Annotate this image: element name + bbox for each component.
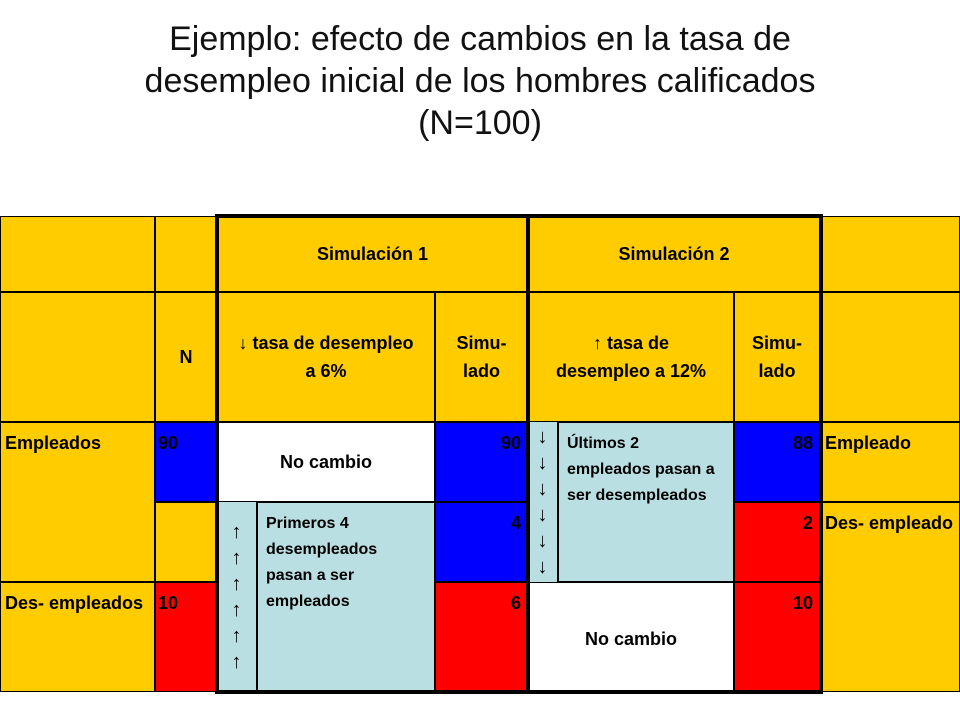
sim2-down-arrows: ↓ ↓ ↓ ↓ ↓ ↓ [528,422,558,582]
subheader-empty-right [820,292,960,422]
arrow-down-icon: ↓ [537,426,548,448]
subheader-tasa-12: ↑ tasa de desempleo a 12% [528,292,734,422]
sim2-empleados-value: 88 [734,422,820,502]
title-line-1: Ejemplo: efecto de cambios en la tasa de [169,20,791,58]
n-empty-middle [155,502,217,582]
arrow-up-icon: ↑ [231,573,242,595]
sim1-no-cambio: No cambio [217,422,435,502]
arrow-up-icon: ↑ [231,547,242,569]
arrow-up-icon: ↑ [231,651,242,673]
arrow-down-icon: ↓ [537,452,548,474]
sim1-up-arrows: ↑ ↑ ↑ ↑ ↑ ↑ [217,502,257,692]
n-empleados: 90 [155,422,217,502]
header-empty-n [155,216,217,292]
arrow-down-icon: ↓ [537,530,548,552]
row-label-empleado: Empleado [820,422,960,502]
row-label-empleados: Empleados [0,422,155,582]
row-label-desempleados: Des- empleados [0,582,155,692]
table-border-middle [526,214,530,694]
title-line-2: desempleo inicial de los hombres calific… [144,62,816,100]
header-simulacion-1: Simulación 1 [217,216,528,292]
title-line-3: (N=100) [418,104,542,142]
sim2-no-cambio: No cambio [528,582,734,692]
slide-title: Ejemplo: efecto de cambios en la tasa de… [0,18,960,144]
sim1-empleados-value: 90 [435,422,528,502]
subheader-simulado-1: Simu- lado [435,292,528,422]
arrow-down-icon: ↓ [537,556,548,578]
n-desempleados: 10 [155,582,217,692]
header-empty-right [820,216,960,292]
sim2-desempleados-value: 10 [734,582,820,692]
subheader-tasa-6: ↓ tasa de desempleo a 6% [217,292,435,422]
arrow-down-icon: ↓ [537,478,548,500]
table-border-top [215,214,823,218]
row-label-desempleado: Des- empleado [820,502,960,692]
sim1-desempleados-value: 6 [435,582,528,692]
subheader-empty-left [0,292,155,422]
subheader-n: N [155,292,217,422]
table-border-left [215,214,219,694]
sim2-transfer-value: 2 [734,502,820,582]
arrow-down-icon: ↓ [537,504,548,526]
arrow-up-icon: ↑ [231,521,242,543]
arrow-up-icon: ↑ [231,625,242,647]
header-empty-left [0,216,155,292]
subheader-simulado-2: Simu- lado [734,292,820,422]
sim1-transfer-value: 4 [435,502,528,582]
sim1-note: Primeros 4 desempleados pasan a ser empl… [257,502,435,692]
sim2-note: Últimos 2 empleados pasan a ser desemple… [558,422,734,582]
header-simulacion-2: Simulación 2 [528,216,820,292]
table-border-bottom [215,690,823,694]
table-border-right [819,214,823,694]
arrow-up-icon: ↑ [231,599,242,621]
